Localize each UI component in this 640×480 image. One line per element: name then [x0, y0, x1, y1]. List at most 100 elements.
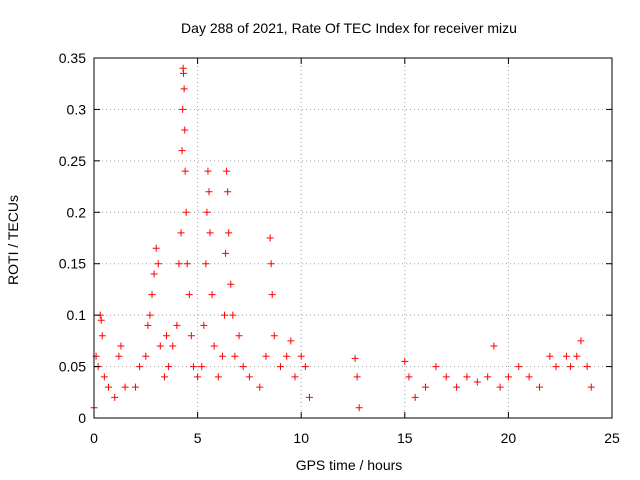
y-tick-labels: 0 0.05 0.1 0.15 0.2 0.25 0.3 0.35: [59, 50, 86, 426]
data-point: [221, 311, 229, 319]
data-point: [183, 260, 191, 268]
data-point: [204, 167, 212, 175]
data-point: [546, 352, 554, 360]
data-point: [504, 373, 512, 381]
data-point: [121, 383, 129, 391]
data-point: [432, 363, 440, 371]
data-point: [154, 260, 162, 268]
data-point: [268, 291, 276, 299]
y-tick-label: 0.15: [59, 256, 86, 272]
data-point: [291, 373, 299, 381]
data-point: [256, 383, 264, 391]
data-point: [146, 311, 154, 319]
plot-frame: [93, 57, 613, 419]
data-point: [222, 249, 230, 257]
data-point: [173, 321, 181, 329]
data-point: [198, 363, 206, 371]
data-point: [463, 373, 471, 381]
data-point: [179, 105, 187, 113]
x-tick-label: 5: [194, 430, 202, 446]
data-point: [98, 332, 106, 340]
data-point: [180, 69, 188, 77]
data-point: [442, 373, 450, 381]
data-point: [422, 383, 430, 391]
data-point: [231, 352, 239, 360]
data-point: [453, 383, 461, 391]
data-point: [181, 126, 189, 134]
data-point: [163, 332, 171, 340]
data-points: [90, 64, 595, 412]
data-point: [206, 229, 214, 237]
x-tick-label: 15: [397, 430, 413, 446]
data-point: [405, 373, 413, 381]
data-point: [583, 363, 591, 371]
data-point: [301, 363, 309, 371]
data-point: [552, 363, 560, 371]
data-point: [562, 352, 570, 360]
axis-ticks: [93, 57, 613, 419]
data-point: [177, 229, 185, 237]
y-tick-label: 0.3: [67, 101, 87, 117]
chart-title: Day 288 of 2021, Rate Of TEC Index for r…: [181, 20, 517, 36]
data-point: [169, 342, 177, 350]
data-point: [287, 337, 295, 345]
data-point: [148, 291, 156, 299]
x-tick-label: 0: [90, 430, 98, 446]
data-point: [411, 393, 419, 401]
data-point: [567, 363, 575, 371]
data-point: [178, 147, 186, 155]
data-point: [587, 383, 595, 391]
y-tick-label: 0.2: [67, 204, 87, 220]
x-tick-label: 20: [501, 430, 517, 446]
data-point: [353, 373, 361, 381]
data-point: [152, 244, 160, 252]
y-tick-label: 0.05: [59, 359, 86, 375]
x-tick-label: 10: [293, 430, 309, 446]
data-point: [229, 311, 237, 319]
data-point: [525, 373, 533, 381]
data-point: [573, 352, 581, 360]
data-point: [355, 404, 363, 412]
data-point: [305, 393, 313, 401]
data-point: [267, 260, 275, 268]
y-tick-label: 0.1: [67, 307, 87, 323]
data-point: [224, 188, 232, 196]
data-point: [202, 260, 210, 268]
data-point: [208, 291, 216, 299]
data-point: [203, 208, 211, 216]
data-point: [473, 378, 481, 386]
data-point: [194, 373, 202, 381]
grid-lines: [94, 58, 612, 418]
data-point: [239, 363, 247, 371]
data-point: [180, 85, 188, 93]
data-point: [185, 291, 193, 299]
data-point: [175, 260, 183, 268]
data-point: [210, 342, 218, 350]
x-tick-label: 25: [604, 430, 620, 446]
data-point: [156, 342, 164, 350]
y-tick-label: 0.35: [59, 50, 86, 66]
data-point: [97, 316, 105, 324]
data-point: [181, 167, 189, 175]
data-point: [165, 363, 173, 371]
data-point: [496, 383, 504, 391]
data-point: [225, 229, 233, 237]
data-point: [160, 373, 168, 381]
data-point: [401, 357, 409, 365]
data-point: [266, 234, 274, 242]
data-point: [235, 332, 243, 340]
data-point: [142, 352, 150, 360]
data-point: [535, 383, 543, 391]
data-point: [117, 342, 125, 350]
data-point: [182, 208, 190, 216]
data-point: [131, 383, 139, 391]
x-axis-label: GPS time / hours: [296, 457, 403, 473]
x-tick-labels: 0 5 10 15 20 25: [90, 430, 620, 446]
data-point: [227, 280, 235, 288]
data-point: [150, 270, 158, 278]
data-point: [200, 321, 208, 329]
data-point: [214, 373, 222, 381]
y-axis-label: ROTI / TECUs: [5, 195, 21, 285]
data-point: [484, 373, 492, 381]
